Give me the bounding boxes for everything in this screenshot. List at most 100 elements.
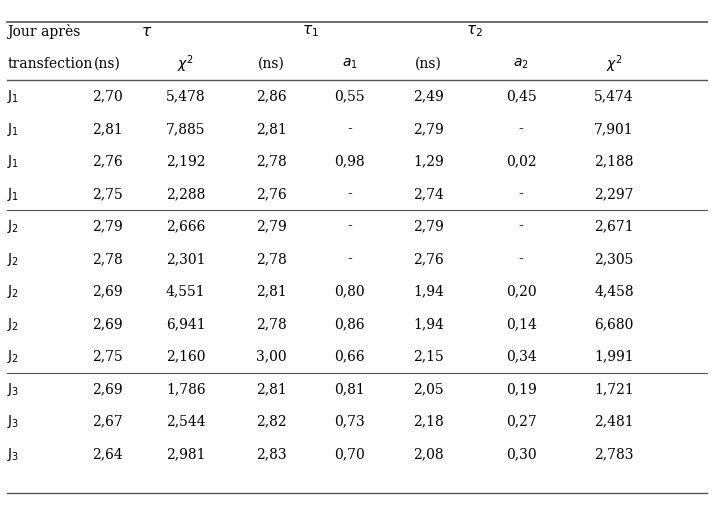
Text: 0,81: 0,81 xyxy=(334,382,366,396)
Text: -: - xyxy=(348,220,352,233)
Text: -: - xyxy=(519,122,523,136)
Text: 2,783: 2,783 xyxy=(594,447,634,461)
Text: 3,00: 3,00 xyxy=(256,349,286,364)
Text: 2,64: 2,64 xyxy=(91,447,123,461)
Text: $\mathrm{J}_2$: $\mathrm{J}_2$ xyxy=(7,218,19,235)
Text: 2,81: 2,81 xyxy=(256,285,287,299)
Text: 2,192: 2,192 xyxy=(166,154,206,169)
Text: 2,75: 2,75 xyxy=(91,187,123,201)
Text: 2,76: 2,76 xyxy=(413,252,444,266)
Text: 1,94: 1,94 xyxy=(413,317,444,331)
Text: 6,941: 6,941 xyxy=(166,317,206,331)
Text: -: - xyxy=(348,252,352,266)
Text: $\tau_1$: $\tau_1$ xyxy=(302,24,319,40)
Text: 2,301: 2,301 xyxy=(166,252,206,266)
Text: 0,80: 0,80 xyxy=(335,285,365,299)
Text: (ns): (ns) xyxy=(94,57,121,71)
Text: $\tau_2$: $\tau_2$ xyxy=(466,24,483,40)
Text: 7,885: 7,885 xyxy=(166,122,206,136)
Text: 2,74: 2,74 xyxy=(413,187,444,201)
Text: $\mathrm{J}_2$: $\mathrm{J}_2$ xyxy=(7,250,19,268)
Text: 0,34: 0,34 xyxy=(506,349,537,364)
Text: 4,551: 4,551 xyxy=(166,285,206,299)
Text: 2,160: 2,160 xyxy=(166,349,206,364)
Text: $a_1$: $a_1$ xyxy=(342,57,358,71)
Text: $a_2$: $a_2$ xyxy=(513,57,529,71)
Text: 0,27: 0,27 xyxy=(506,415,537,428)
Text: 2,981: 2,981 xyxy=(166,447,206,461)
Text: 1,94: 1,94 xyxy=(413,285,444,299)
Text: 0,30: 0,30 xyxy=(506,447,536,461)
Text: 6,680: 6,680 xyxy=(594,317,634,331)
Text: 1,29: 1,29 xyxy=(413,154,444,169)
Text: 0,14: 0,14 xyxy=(506,317,537,331)
Text: -: - xyxy=(519,187,523,201)
Text: Jour après: Jour après xyxy=(7,24,81,39)
Text: 2,297: 2,297 xyxy=(594,187,634,201)
Text: 2,08: 2,08 xyxy=(413,447,443,461)
Text: 1,991: 1,991 xyxy=(594,349,634,364)
Text: $\chi^2$: $\chi^2$ xyxy=(177,53,194,75)
Text: $\mathrm{J}_2$: $\mathrm{J}_2$ xyxy=(7,348,19,365)
Text: (ns): (ns) xyxy=(258,57,285,71)
Text: 2,69: 2,69 xyxy=(92,317,122,331)
Text: 2,79: 2,79 xyxy=(413,220,444,233)
Text: 1,786: 1,786 xyxy=(166,382,206,396)
Text: 2,666: 2,666 xyxy=(166,220,206,233)
Text: 2,78: 2,78 xyxy=(256,252,287,266)
Text: 0,02: 0,02 xyxy=(506,154,536,169)
Text: $\mathrm{J}_3$: $\mathrm{J}_3$ xyxy=(7,445,19,463)
Text: 0,70: 0,70 xyxy=(334,447,366,461)
Text: $\mathrm{J}_1$: $\mathrm{J}_1$ xyxy=(7,121,19,137)
Text: 1,721: 1,721 xyxy=(594,382,634,396)
Text: -: - xyxy=(348,122,352,136)
Text: 2,481: 2,481 xyxy=(594,415,634,428)
Text: 2,544: 2,544 xyxy=(166,415,206,428)
Text: 2,78: 2,78 xyxy=(256,317,287,331)
Text: -: - xyxy=(348,187,352,201)
Text: 2,79: 2,79 xyxy=(256,220,287,233)
Text: 2,81: 2,81 xyxy=(256,382,287,396)
Text: 5,478: 5,478 xyxy=(166,90,206,104)
Text: 2,79: 2,79 xyxy=(91,220,123,233)
Text: 0,98: 0,98 xyxy=(335,154,365,169)
Text: 2,78: 2,78 xyxy=(256,154,287,169)
Text: 2,69: 2,69 xyxy=(92,285,122,299)
Text: -: - xyxy=(519,252,523,266)
Text: $\mathrm{J}_3$: $\mathrm{J}_3$ xyxy=(7,413,19,430)
Text: 0,45: 0,45 xyxy=(506,90,537,104)
Text: 2,671: 2,671 xyxy=(594,220,634,233)
Text: 2,05: 2,05 xyxy=(413,382,443,396)
Text: 0,20: 0,20 xyxy=(506,285,536,299)
Text: (ns): (ns) xyxy=(415,57,442,71)
Text: 2,81: 2,81 xyxy=(256,122,287,136)
Text: 0,73: 0,73 xyxy=(334,415,366,428)
Text: $\mathrm{J}_1$: $\mathrm{J}_1$ xyxy=(7,88,19,105)
Text: $\chi^2$: $\chi^2$ xyxy=(605,53,623,75)
Text: $\mathrm{J}_1$: $\mathrm{J}_1$ xyxy=(7,186,19,203)
Text: 2,76: 2,76 xyxy=(91,154,123,169)
Text: 2,86: 2,86 xyxy=(256,90,286,104)
Text: 2,67: 2,67 xyxy=(91,415,123,428)
Text: 2,305: 2,305 xyxy=(594,252,634,266)
Text: 0,19: 0,19 xyxy=(506,382,537,396)
Text: 2,49: 2,49 xyxy=(413,90,444,104)
Text: $\mathrm{J}_1$: $\mathrm{J}_1$ xyxy=(7,153,19,170)
Text: $\mathrm{J}_2$: $\mathrm{J}_2$ xyxy=(7,315,19,332)
Text: $\mathrm{J}_2$: $\mathrm{J}_2$ xyxy=(7,283,19,300)
Text: 2,81: 2,81 xyxy=(91,122,123,136)
Text: 2,78: 2,78 xyxy=(91,252,123,266)
Text: 2,82: 2,82 xyxy=(256,415,286,428)
Text: $\mathrm{J}_3$: $\mathrm{J}_3$ xyxy=(7,381,19,398)
Text: 2,79: 2,79 xyxy=(413,122,444,136)
Text: 2,288: 2,288 xyxy=(166,187,206,201)
Text: 0,86: 0,86 xyxy=(335,317,365,331)
Text: 2,70: 2,70 xyxy=(91,90,123,104)
Text: 4,458: 4,458 xyxy=(594,285,634,299)
Text: 7,901: 7,901 xyxy=(594,122,634,136)
Text: $\tau$: $\tau$ xyxy=(141,25,152,38)
Text: 2,15: 2,15 xyxy=(413,349,444,364)
Text: 2,75: 2,75 xyxy=(91,349,123,364)
Text: 2,188: 2,188 xyxy=(594,154,634,169)
Text: 0,66: 0,66 xyxy=(335,349,365,364)
